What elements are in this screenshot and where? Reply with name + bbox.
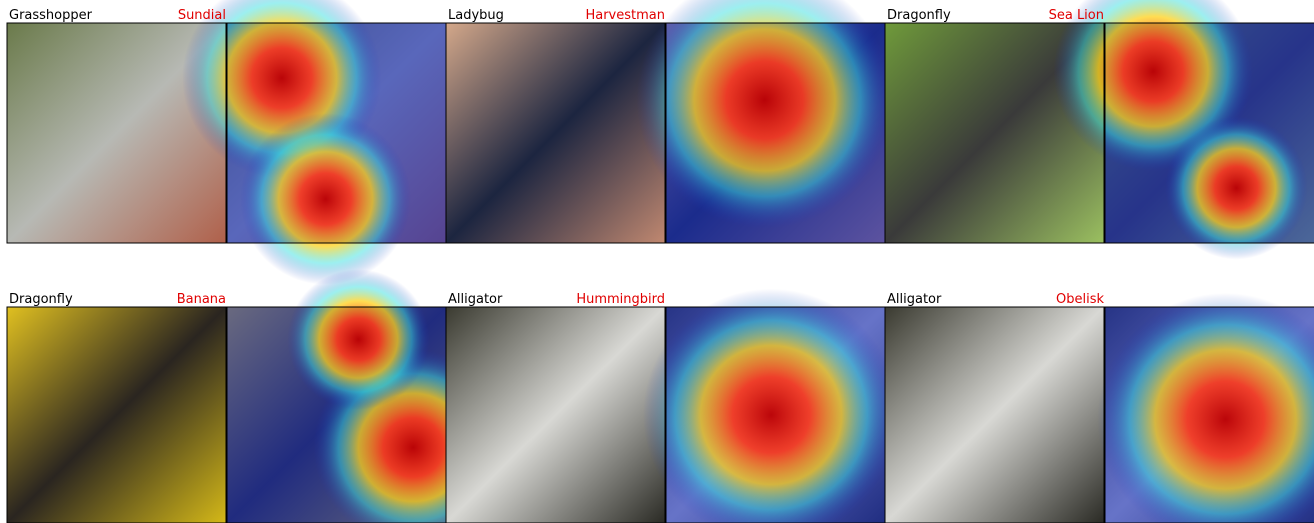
image-pair: Ladybug Harvestman — [445, 0, 893, 244]
photo — [885, 307, 1104, 523]
frame — [884, 306, 1105, 523]
frame — [1104, 22, 1314, 244]
frame — [1104, 306, 1314, 523]
predicted-label: Hummingbird — [576, 292, 665, 307]
photo — [7, 307, 226, 523]
predicted-label: Banana — [177, 292, 226, 307]
frame — [6, 306, 227, 523]
predicted-label: Obelisk — [1056, 292, 1104, 307]
true-label: Dragonfly — [887, 8, 951, 23]
image-pair: Dragonfly Banana — [6, 269, 513, 523]
frame — [6, 22, 227, 244]
true-label: Ladybug — [448, 8, 504, 23]
heat-blob — [1097, 292, 1314, 523]
predicted-label: Harvestman — [585, 8, 665, 23]
true-label: Alligator — [448, 292, 503, 307]
frame — [445, 22, 666, 244]
image-pair: Grasshopper Sundial — [6, 0, 447, 285]
predicted-label: Sea Lion — [1049, 8, 1104, 23]
heat-blob — [240, 113, 411, 285]
image-pair: Alligator Hummingbird — [445, 288, 900, 523]
true-label: Dragonfly — [9, 292, 73, 307]
image-pair: Alligator Obelisk — [884, 292, 1314, 523]
heat-blob — [1165, 116, 1308, 260]
heat-blob — [636, 0, 893, 229]
image-pair: Dragonfly Sea Lion — [884, 0, 1314, 260]
true-label: Alligator — [887, 292, 942, 307]
photo — [446, 23, 665, 243]
true-label: Grasshopper — [9, 8, 93, 23]
predicted-label: Sundial — [178, 8, 226, 23]
frame — [884, 22, 1105, 244]
frame — [445, 306, 666, 523]
heat-blob — [287, 269, 430, 410]
photo — [446, 307, 665, 523]
heat-blob — [643, 288, 900, 523]
